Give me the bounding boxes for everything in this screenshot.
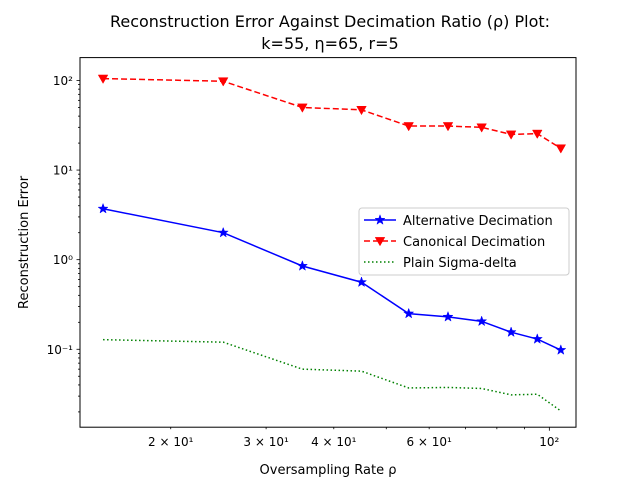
data-point-canonical-decimation <box>442 122 454 132</box>
legend-frame <box>358 207 570 276</box>
x-tick-label: 6 × 10¹ <box>406 435 452 449</box>
series-line-alternative-decimation <box>102 208 562 351</box>
legend-marker-alternative-decimation <box>374 214 386 225</box>
legend: Alternative Decimation Canonical Decimat… <box>358 207 570 276</box>
plot-lines <box>102 77 562 412</box>
x-tick-label: 2 × 10¹ <box>148 435 194 449</box>
data-point-alternative-decimation <box>442 310 454 322</box>
data-point-canonical-decimation <box>356 106 367 116</box>
series-line-plain-sigma-delta <box>103 338 562 412</box>
data-point-canonical-decimation <box>217 77 229 87</box>
x-tick-label: 3 × 10¹ <box>243 435 289 449</box>
chart-title-line-1: Reconstruction Error Against Decimation … <box>110 12 550 31</box>
data-point-alternative-decimation <box>355 276 368 288</box>
data-point-alternative-decimation <box>476 315 488 327</box>
y-tick-label: 10² <box>53 74 73 88</box>
legend-label-alternative-decimation: Alternative Decimation <box>403 214 553 229</box>
data-point-canonical-decimation <box>403 122 414 132</box>
data-point-canonical-decimation <box>476 123 487 133</box>
y-tick-label: 10⁰ <box>53 253 73 267</box>
data-point-canonical-decimation <box>297 103 308 113</box>
data-point-canonical-decimation <box>555 144 567 154</box>
chart-title-line-2: k=55, η=65, r=5 <box>261 34 398 53</box>
legend-entries <box>364 214 396 263</box>
data-point-alternative-decimation <box>97 202 109 214</box>
data-point-canonical-decimation <box>97 74 109 84</box>
y-tick-label: 10¹ <box>53 164 73 178</box>
x-tick-label: 4 × 10¹ <box>311 435 357 449</box>
plot-markers <box>97 74 567 355</box>
legend-marker-canonical-decimation <box>374 237 386 247</box>
plot-area-frame <box>79 57 577 428</box>
y-axis-label: Reconstruction Error <box>17 175 32 309</box>
axes-ticks: 2 × 10¹ 3 × 10¹ 4 × 10¹ 6 × 10¹ 10² 10⁻¹ 10⁰ 10… <box>47 74 560 449</box>
data-point-canonical-decimation <box>532 129 543 139</box>
legend-label-canonical-decimation: Canonical Decimation <box>403 235 545 250</box>
x-axis-label: Oversampling Rate ρ <box>260 463 397 478</box>
legend-label-plain-sigma-delta: Plain Sigma-delta <box>403 256 517 271</box>
x-tick-label: 10² <box>539 435 559 449</box>
data-point-canonical-decimation <box>505 130 517 140</box>
data-point-alternative-decimation <box>531 333 543 344</box>
data-point-alternative-decimation <box>296 260 309 271</box>
data-point-alternative-decimation <box>403 307 415 319</box>
y-tick-label: 10⁻¹ <box>47 343 74 357</box>
data-point-alternative-decimation <box>217 226 229 238</box>
data-point-alternative-decimation <box>555 344 567 355</box>
data-point-alternative-decimation <box>505 326 517 338</box>
